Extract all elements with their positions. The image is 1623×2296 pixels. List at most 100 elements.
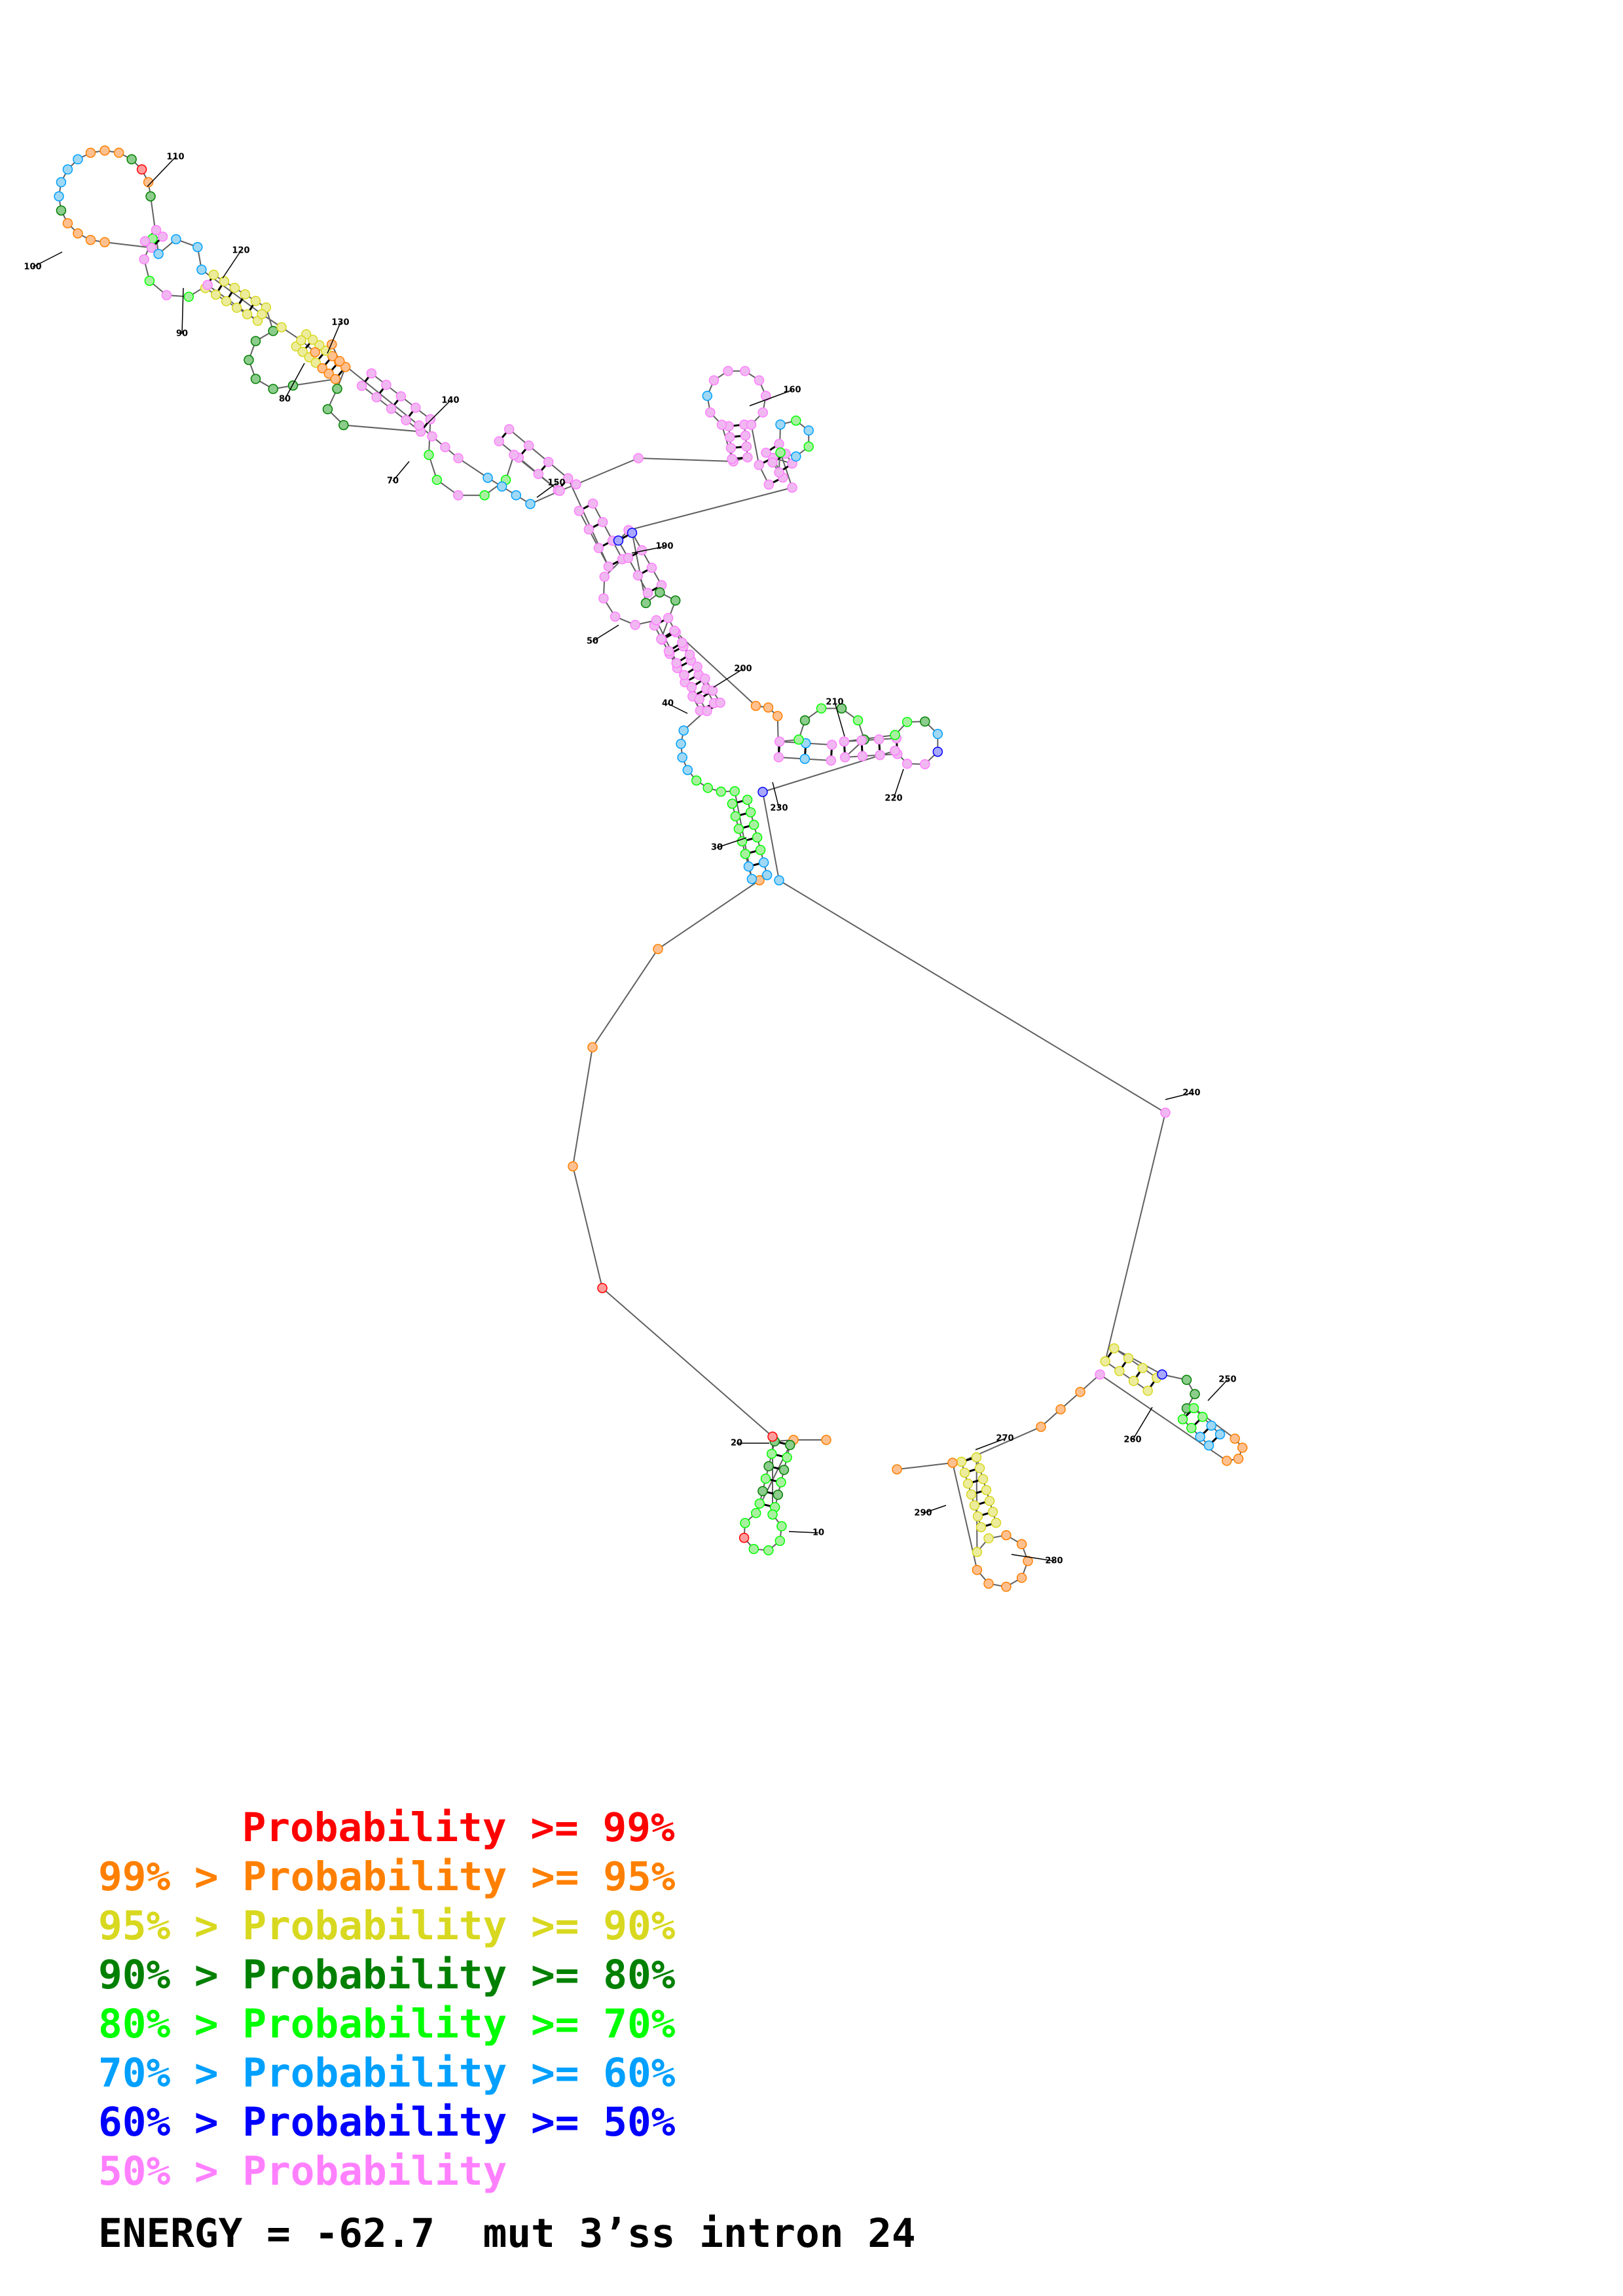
nucleotide xyxy=(568,1161,578,1172)
nucleotide xyxy=(231,302,242,313)
position-number: 240 xyxy=(1182,1088,1200,1098)
nucleotide xyxy=(317,363,328,374)
nucleotide xyxy=(653,944,663,954)
position-tick xyxy=(592,624,619,642)
nucleotide xyxy=(987,1507,998,1517)
nucleotide xyxy=(775,419,786,430)
nucleotide xyxy=(826,755,837,766)
nucleotide xyxy=(171,234,181,245)
nucleotide xyxy=(139,236,151,247)
nucleotide xyxy=(757,1486,768,1496)
nucleotide xyxy=(587,1042,598,1052)
nucleotide xyxy=(966,1489,977,1500)
nucleotide xyxy=(754,459,765,471)
nucleotide xyxy=(775,1535,786,1547)
nucleotide xyxy=(85,234,96,245)
position-number: 220 xyxy=(884,794,902,804)
nucleotide xyxy=(767,457,778,468)
nucleotide xyxy=(323,368,335,379)
nucleotide xyxy=(427,431,437,442)
legend-prefix: 70% > xyxy=(98,2050,243,2096)
nucleotides xyxy=(54,145,1248,1592)
position-label-200: 200 xyxy=(713,664,752,688)
position-tick xyxy=(425,400,451,426)
legend-text: Probability >= 95% xyxy=(242,1854,676,1900)
position-tick xyxy=(1165,1092,1192,1100)
position-number: 270 xyxy=(996,1434,1013,1444)
nucleotide xyxy=(803,425,814,436)
nucleotide xyxy=(727,798,738,809)
nucleotide xyxy=(890,745,900,756)
nucleotide xyxy=(772,711,783,721)
nucleotide xyxy=(1095,1369,1105,1380)
nucleotide xyxy=(268,384,278,395)
nucleotide xyxy=(774,736,785,747)
nucleotide xyxy=(395,391,407,402)
nucleotide xyxy=(740,430,751,441)
position-tick xyxy=(788,1531,819,1534)
nucleotide xyxy=(192,242,203,253)
nucleotide xyxy=(741,441,752,452)
position-number: 70 xyxy=(387,476,399,486)
nucleotide xyxy=(62,164,73,175)
nucleotide xyxy=(1128,1376,1139,1386)
nucleotide xyxy=(1203,1440,1214,1451)
nucleotide xyxy=(1237,1443,1248,1453)
position-tick xyxy=(536,482,557,498)
nucleotide xyxy=(401,415,411,425)
legend-prefix: 50% > xyxy=(98,2148,243,2195)
nucleotide xyxy=(183,291,194,302)
position-number: 130 xyxy=(331,318,349,328)
nucleotide xyxy=(1181,1374,1192,1386)
position-tick xyxy=(181,287,184,334)
nucleotide xyxy=(984,1496,995,1506)
nucleotide xyxy=(655,587,665,598)
position-tick xyxy=(922,1505,947,1514)
position-number: 230 xyxy=(770,804,788,814)
nucleotide xyxy=(646,562,657,573)
position-number: 120 xyxy=(232,246,249,256)
nucleotide xyxy=(702,706,712,717)
nucleotide xyxy=(971,1452,982,1463)
nucleotide xyxy=(1016,1539,1027,1550)
nucleotide xyxy=(679,670,689,681)
nucleotide xyxy=(1195,1431,1205,1442)
nucleotide xyxy=(335,356,345,367)
nucleotide xyxy=(587,498,598,509)
nucleotide xyxy=(593,543,604,554)
nucleotide xyxy=(1055,1404,1066,1415)
position-tick xyxy=(893,768,904,799)
nucleotide xyxy=(778,1465,790,1475)
nucleotide xyxy=(787,482,797,493)
nucleotide xyxy=(983,1578,994,1589)
nucleotide xyxy=(852,715,864,726)
nucleotide xyxy=(773,1490,784,1500)
nucleotide xyxy=(873,734,884,745)
nucleotide xyxy=(757,407,768,418)
nucleotide xyxy=(730,811,741,821)
nucleotide xyxy=(332,384,342,394)
nucleotide xyxy=(671,658,682,668)
nucleotide xyxy=(707,685,718,696)
nucleotide xyxy=(669,625,680,636)
nucleotide xyxy=(496,481,507,492)
nucleotide xyxy=(425,414,436,425)
position-number: 80 xyxy=(279,395,291,404)
position-label-140: 140 xyxy=(425,396,460,426)
nucleotide xyxy=(962,1479,974,1489)
nucleotide xyxy=(613,535,624,546)
nucleotide xyxy=(750,700,761,711)
nucleotide xyxy=(702,391,713,401)
nucleotide xyxy=(763,479,775,490)
nucleotide xyxy=(145,191,156,202)
nucleotide xyxy=(716,786,727,797)
nucleotide xyxy=(571,479,581,490)
position-number: 160 xyxy=(783,386,801,395)
nucleotide xyxy=(356,380,367,391)
nucleotide xyxy=(1197,1412,1208,1422)
position-label-150: 150 xyxy=(536,478,566,498)
nucleotide xyxy=(250,374,261,384)
nucleotide xyxy=(338,420,349,431)
nucleotide xyxy=(126,154,137,165)
